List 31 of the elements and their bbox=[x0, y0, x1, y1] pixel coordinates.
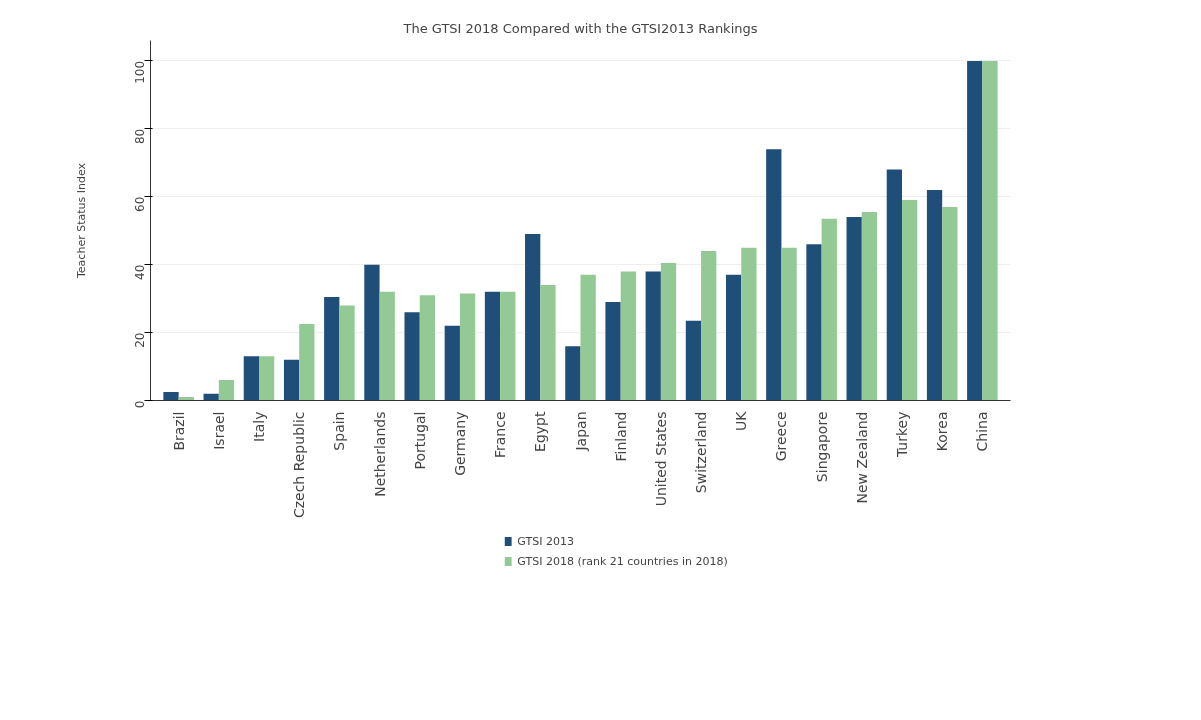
x-tick-label: Germany bbox=[451, 411, 468, 476]
x-tick-label: New Zealand bbox=[853, 411, 870, 504]
y-tick-label: 60 bbox=[133, 196, 147, 212]
x-tick-label: Egypt bbox=[532, 410, 549, 452]
x-tick-label: Netherlands bbox=[371, 411, 388, 497]
y-tick-label: 80 bbox=[133, 128, 147, 145]
x-tick-label: Portugal bbox=[411, 411, 428, 470]
x-tick-label: Israel bbox=[210, 411, 227, 450]
x-tick-label: Greece bbox=[773, 411, 790, 462]
x-tick-label: United States bbox=[652, 411, 669, 507]
x-tick-label: France bbox=[492, 411, 509, 459]
x-tick-label: Brazil bbox=[170, 411, 187, 451]
y-tick-label: 40 bbox=[133, 264, 147, 280]
x-tick-label: Italy bbox=[251, 411, 267, 442]
x-tick-label: Finland bbox=[612, 411, 629, 462]
legend-label: GTSI 2018 (rank 21 countries in 2018) bbox=[517, 555, 728, 568]
x-tick-label: Japan bbox=[572, 411, 589, 452]
y-axis-title: Teacher Status Index bbox=[74, 162, 88, 279]
x-tick-label: Czech Republic bbox=[291, 411, 308, 519]
x-tick-label: UK bbox=[733, 410, 750, 431]
x-tick-label: Spain bbox=[331, 411, 348, 451]
x-tick-label: Turkey bbox=[894, 411, 910, 459]
x-tick-label: Singapore bbox=[813, 411, 830, 483]
x-tick-label: China bbox=[974, 411, 991, 452]
chart-title: The GTSI 2018 Compared with the GTSI2013 Rankings bbox=[402, 20, 758, 36]
legend-label: GTSI 2013 bbox=[517, 535, 574, 548]
y-tick-label: 0 bbox=[133, 400, 147, 409]
y-tick-label: 100 bbox=[133, 60, 147, 84]
y-tick-label: 20 bbox=[133, 332, 147, 348]
x-tick-label: Korea bbox=[934, 411, 951, 452]
x-tick-label: Switzerland bbox=[693, 411, 710, 494]
